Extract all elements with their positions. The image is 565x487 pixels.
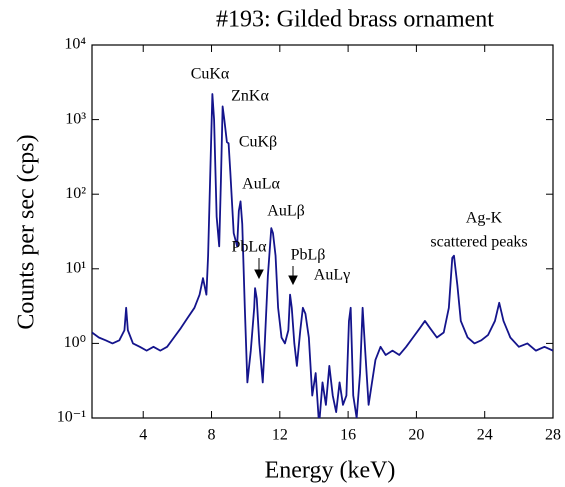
x-tick-label: 4 — [139, 427, 147, 444]
y-axis-label: Counts per sec (cps) — [14, 134, 40, 329]
annotation: ZnKα — [231, 88, 269, 105]
arrowhead — [254, 269, 264, 280]
y-tick-label: 10⁴ — [64, 36, 86, 53]
x-axis-label: Energy (keV) — [265, 458, 396, 484]
y-tick-label: 10³ — [65, 110, 86, 127]
y-tick-label: 10⁰ — [64, 334, 86, 351]
annotation: PbLα — [231, 239, 267, 256]
annotation: AuLγ — [314, 267, 350, 284]
x-tick-label: 28 — [545, 427, 561, 444]
spectrum-line — [92, 93, 553, 418]
y-tick-label: 10² — [65, 185, 86, 202]
y-tick-label: 10⁻¹ — [57, 409, 86, 426]
annotation: CuKβ — [239, 134, 277, 151]
x-tick-label: 12 — [272, 427, 288, 444]
chart-title: #193: Gilded brass ornament — [216, 7, 494, 33]
x-tick-label: 20 — [408, 427, 424, 444]
annotation: Ag-K — [466, 210, 503, 227]
annotation: PbLβ — [291, 247, 326, 264]
series — [92, 93, 553, 418]
x-tick-label: 8 — [208, 427, 216, 444]
plot-frame — [91, 44, 554, 419]
arrowhead — [288, 275, 298, 286]
x-tick-label: 16 — [340, 427, 356, 444]
y-tick-label: 10¹ — [65, 259, 86, 276]
annotation: scattered peaks — [430, 234, 527, 251]
annotation: CuKα — [191, 66, 230, 83]
annotation: AuLα — [242, 176, 280, 193]
arrows — [254, 258, 298, 286]
annotation: AuLβ — [267, 203, 304, 220]
x-tick-label: 24 — [477, 427, 493, 444]
